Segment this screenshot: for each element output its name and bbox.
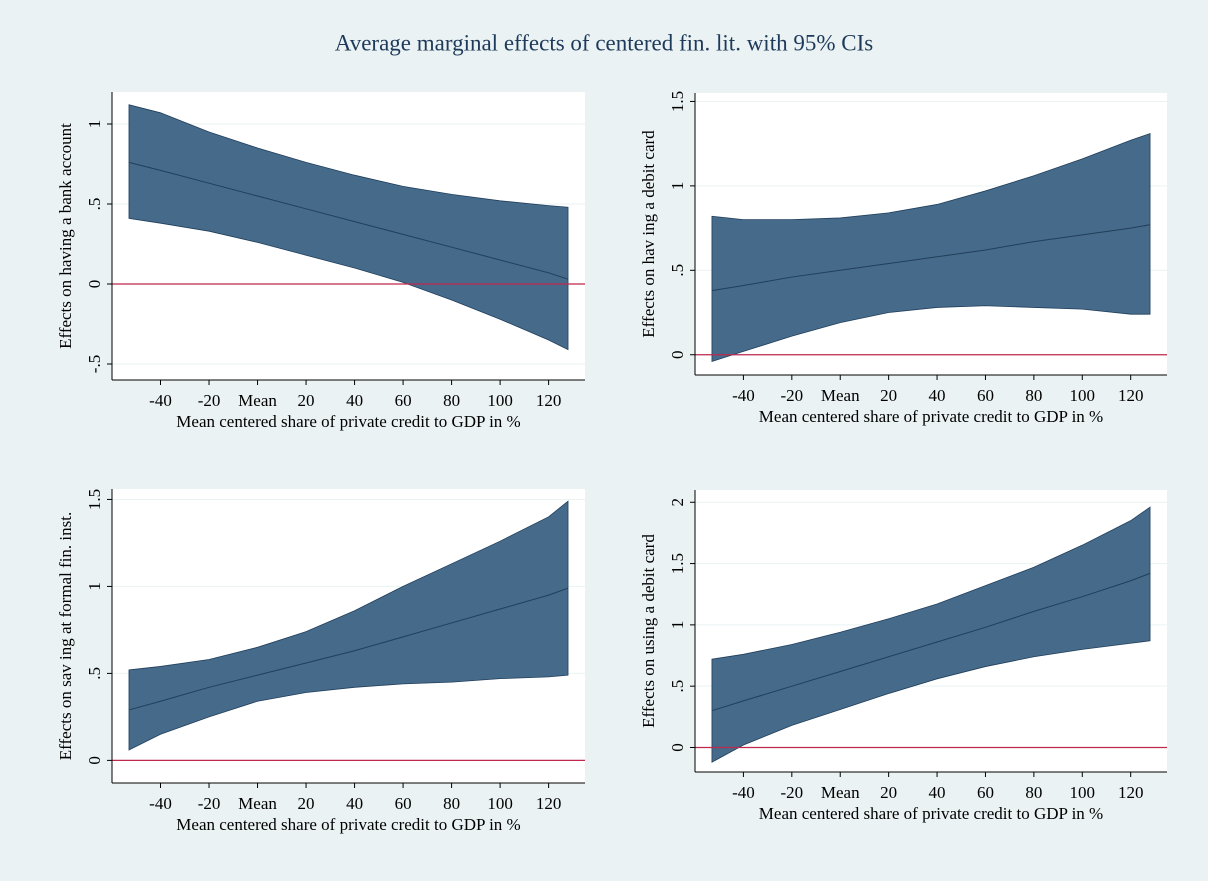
x-tick-label: -20 [198,794,221,813]
x-tick-label: 20 [880,386,897,405]
y-tick-label: .5 [85,198,104,211]
x-tick-label: 40 [346,794,363,813]
x-tick-label: 80 [443,794,460,813]
x-tick-label: Mean [821,386,860,405]
x-tick-label: 20 [298,391,315,410]
x-tick-label: 40 [929,783,946,802]
x-tick-label: 120 [1118,386,1144,405]
y-tick-label: 1.5 [668,91,687,112]
x-tick-label: 100 [487,391,513,410]
x-tick-label: 20 [880,783,897,802]
y-tick-label: 0 [668,743,687,752]
x-tick-label: 60 [977,783,994,802]
y-tick-label: 1 [668,182,687,191]
x-tick-label: 60 [395,794,412,813]
chart-title: Average marginal effects of centered fin… [335,30,873,55]
ci-band [128,500,569,751]
y-tick-label: 0 [85,756,104,765]
y-tick-label: 1 [668,621,687,630]
x-tick-label: 120 [1118,783,1144,802]
x-tick-label: 120 [536,391,562,410]
y-tick-label: .5 [85,667,104,680]
x-tick-label: Mean [821,783,860,802]
x-tick-label: -40 [149,391,172,410]
x-tick-label: 60 [977,386,994,405]
x-tick-label: -40 [149,794,172,813]
x-tick-label: -40 [732,386,755,405]
x-tick-label: 40 [346,391,363,410]
x-tick-label: Mean [238,794,277,813]
x-tick-label: -20 [198,391,221,410]
x-tick-label: 80 [1025,386,1042,405]
y-tick-label: -.5 [85,355,104,373]
ci-band [711,132,1151,363]
estimate-line [711,224,1151,292]
x-tick-label: 100 [1070,386,1096,405]
x-axis-label: Mean centered share of private credit to… [176,412,520,431]
x-tick-label: 40 [929,386,946,405]
x-tick-label: Mean [238,391,277,410]
x-axis-label: Mean centered share of private credit to… [759,804,1103,823]
y-axis-label: Effects on hav ing a debit card [639,130,658,338]
y-axis-label: Effects on using a debit card [639,534,658,728]
x-axis-label: Mean centered share of private credit to… [176,815,520,834]
y-tick-label: 2 [668,498,687,507]
x-tick-label: 60 [395,391,412,410]
x-axis-label: Mean centered share of private credit to… [759,407,1103,426]
y-tick-label: 1.5 [85,489,104,510]
y-tick-label: 0 [85,280,104,289]
ci-band [128,104,569,351]
y-tick-label: 1 [85,582,104,591]
x-tick-label: -40 [732,783,755,802]
estimate-line [128,587,569,711]
estimate-line [711,572,1151,712]
estimate-line [128,161,569,280]
x-tick-label: 100 [487,794,513,813]
y-tick-label: 1 [85,120,104,129]
x-tick-label: -20 [780,783,803,802]
y-tick-label: .5 [668,680,687,693]
x-tick-label: -20 [780,386,803,405]
x-tick-label: 120 [536,794,562,813]
y-tick-label: 1.5 [668,553,687,574]
x-tick-label: 20 [298,794,315,813]
y-tick-label: .5 [668,264,687,277]
y-axis-label: Effects on sav ing at formal fin. inst. [56,512,75,761]
y-tick-label: 0 [668,350,687,359]
x-tick-label: 100 [1070,783,1096,802]
y-axis-label: Effects on having a bank account [56,123,75,349]
ci-band [711,506,1151,763]
x-tick-label: 80 [1025,783,1042,802]
x-tick-label: 80 [443,391,460,410]
